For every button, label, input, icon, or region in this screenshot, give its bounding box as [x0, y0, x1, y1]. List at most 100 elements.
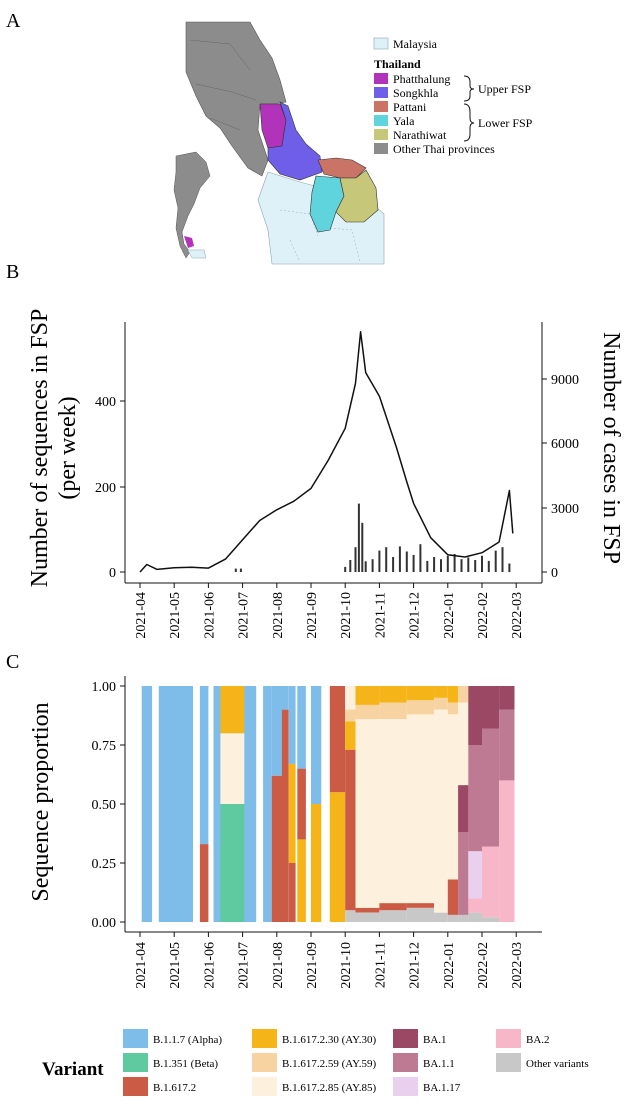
legend-label: BA.1.17: [423, 1082, 461, 1094]
sequence-bar: [419, 544, 422, 572]
sequence-bar: [412, 554, 415, 572]
sequence-bar: [354, 547, 357, 572]
bar-segment-b-1-617-2-59-ay-59-: [345, 709, 356, 722]
panel-b-label: B: [6, 261, 19, 283]
sequence-bar: [467, 557, 470, 572]
sequence-bar: [378, 550, 381, 572]
bar-segment-b-1-617-2-59-ay-59-: [355, 704, 380, 720]
sequence-bar: [364, 561, 367, 572]
legend-label: B.1.1.7 (Alpha): [153, 1034, 222, 1046]
bar-segment-b-1-617-2-85-ay-85-: [345, 686, 356, 710]
sequence-bar: [344, 566, 347, 572]
legend-swatch: [123, 1029, 148, 1048]
bar-segment-b-1-617-2-85-ay-85-: [458, 702, 469, 786]
x-tick-label: 2021-06: [202, 942, 217, 989]
legend-label-thailand: Thailand: [374, 57, 421, 71]
bar-segment-b-1-617-2-30-ay-30-: [288, 763, 296, 863]
bar-segment-b-1-1-7-alpha-: [271, 686, 282, 776]
map-narathiwat: [335, 169, 379, 223]
legend-label: B.1.617.2: [153, 1082, 196, 1094]
bar-segment-b-1-617-2-85-ay-85-: [434, 709, 448, 913]
chart-b-right-ticks: 0 3000 6000 9000: [542, 373, 579, 581]
sequence-bar: [349, 560, 352, 572]
sequence-bar: [481, 555, 483, 572]
legend-label: B.1.617.2.59 (AY.59): [282, 1058, 376, 1070]
bar-segment-b-1-617-2-30-ay-30-: [297, 839, 306, 922]
x-tick-label: 2021-07: [237, 592, 252, 639]
x-tick-label: 2021-04: [134, 942, 149, 989]
chart-b-ytick-left-label: 0: [109, 566, 116, 581]
bar-segment-b-1-617-2-30-ay-30-: [406, 686, 435, 701]
bar-segment-b-1-617-2-85-ay-85-: [379, 719, 407, 904]
legend-swatch: [496, 1053, 521, 1072]
bar-segment-b-1-617-2-85-ay-85-: [220, 733, 245, 804]
bar-segment-other-variants: [447, 914, 459, 922]
map-pattani: [317, 157, 367, 179]
bar-segment-b-1-617-2: [379, 903, 407, 911]
legend-swatch: [252, 1077, 277, 1096]
sequence-bar: [398, 546, 401, 572]
legend-swatch-pattani: [374, 101, 388, 112]
legend-label: B.1.617.2.85 (AY.85): [282, 1082, 376, 1094]
bar-segment-ba-1-1: [499, 709, 515, 781]
bar-segment-b-1-617-2: [329, 686, 346, 793]
legend-brace-upper: [463, 75, 475, 102]
bar-segment-b-1-617-2-30-ay-30-: [220, 686, 245, 734]
legend-swatch: [393, 1053, 418, 1072]
variant-legend-title: Variant: [42, 1059, 104, 1080]
chart-b-ylabel-right: Number of cases in FSP: [598, 332, 624, 564]
sequence-bar: [460, 559, 463, 572]
chart-b-left-ticks: 0 200 400: [95, 395, 125, 581]
x-tick-label: 2021-04: [134, 592, 149, 639]
map-inset-fsp: [184, 236, 194, 248]
map-other-thai-inner: [189, 39, 257, 131]
sequence-bar: [361, 522, 364, 572]
map: [172, 21, 385, 265]
bar-segment-ba-2: [499, 780, 515, 922]
bar-segment-other-variants: [345, 910, 356, 922]
bar-segment-b-1-617-2-30-ay-30-: [311, 804, 322, 922]
sequence-bar: [357, 503, 360, 572]
y-tick-label: 0.75: [92, 739, 117, 754]
legend-label-pattani: Pattani: [393, 100, 427, 114]
sequence-bar: [371, 559, 374, 572]
bar-segment-b-1-617-2: [447, 879, 459, 915]
map-inset-malaysia: [187, 249, 207, 259]
x-tick-label: 2021-12: [408, 592, 423, 639]
chart-c-stacked-bars: [141, 686, 515, 922]
legend-swatch-songkhla: [374, 87, 388, 98]
sequence-bar: [234, 568, 237, 572]
x-tick-label: 2021-12: [408, 942, 423, 989]
y-tick-label: 1.00: [92, 680, 117, 695]
bar-segment-other-variants: [468, 912, 482, 922]
chart-c-ylabel: Sequence proportion: [28, 702, 54, 901]
bar-segment-b-1-1-7-alpha-: [288, 686, 296, 764]
legend-swatch-phatthalung: [374, 73, 388, 84]
bar-segment-b-1-617-2: [355, 907, 380, 913]
bar-segment-b-1-1-7-alpha-: [199, 686, 209, 845]
bar-segment-b-1-617-2: [297, 768, 306, 840]
x-tick-label: 2021-05: [168, 942, 183, 989]
bar-segment-other-variants: [482, 917, 500, 922]
bar-segment-b-1-617-2-59-ay-59-: [379, 702, 407, 719]
sequence-bar: [501, 547, 504, 572]
chart-b-sequence-bars: [234, 503, 511, 573]
y-tick-label: 0.50: [92, 798, 117, 813]
panel-c-label: C: [6, 651, 19, 673]
x-tick-label: 2022-03: [510, 942, 525, 989]
bar-segment-b-1-617-2: [271, 775, 282, 922]
sequence-bar: [494, 550, 497, 572]
legend-label: BA.2: [526, 1034, 550, 1046]
y-tick-label: 0.00: [92, 916, 117, 931]
bar-segment-ba-1: [482, 686, 500, 729]
chart-b-ytick-left-label: 400: [95, 395, 116, 410]
bar-segment-b-1-1-7-alpha-: [281, 686, 289, 710]
chart-b-cases-line: [139, 331, 514, 573]
bar-segment-b-1-1-7-alpha-: [141, 686, 152, 922]
legend-swatch: [393, 1077, 418, 1096]
bar-segment-b-1-1-7-alpha-: [158, 686, 193, 922]
sequence-bar: [385, 547, 388, 572]
legend-swatch: [496, 1029, 521, 1048]
sequence-bar: [453, 554, 456, 572]
